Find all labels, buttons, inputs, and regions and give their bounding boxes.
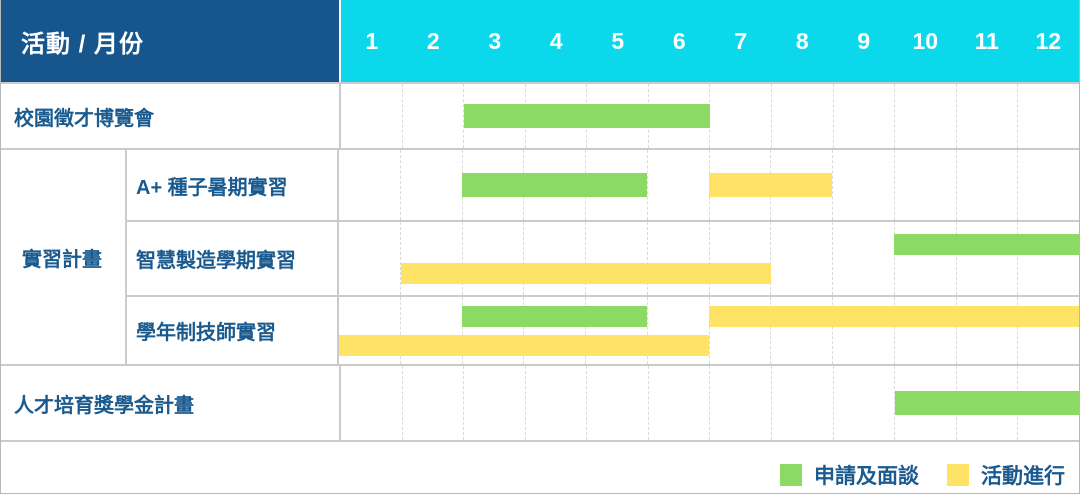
chart-track-smart-mfg-semester-internship	[339, 222, 1079, 295]
gantt-bar-apply	[464, 104, 710, 128]
month-cell	[1018, 150, 1079, 220]
header-row: 活動 / 月份 1 2 3 4 5 6 7 8 9 10 11 12	[1, 0, 1079, 82]
chart-track-career-fair	[341, 84, 1079, 148]
month-cell	[957, 222, 1019, 295]
month-cell	[771, 222, 833, 295]
month-cell	[464, 366, 526, 440]
month-label: 8	[795, 27, 809, 54]
month-cell	[772, 84, 834, 148]
month-cell	[957, 84, 1019, 148]
gantt-bar-active	[400, 262, 771, 284]
month-cell	[1018, 84, 1079, 148]
row-career-fair: 校園徵才博覽會	[1, 82, 1079, 148]
active-swatch-icon	[947, 463, 969, 486]
month-cell	[587, 366, 649, 440]
month-cell	[648, 297, 710, 364]
month-label: 9	[857, 27, 871, 54]
legend-label: 申請及面談	[814, 464, 919, 488]
group-label: 實習計畫	[1, 150, 127, 364]
month-label: 1	[365, 27, 379, 54]
month-label: 3	[488, 27, 502, 54]
row-scholarship-program: 人才培育獎學金計畫	[1, 364, 1079, 440]
month-cell	[339, 297, 401, 364]
month-label: 12	[1035, 27, 1062, 54]
month-cell	[710, 84, 773, 148]
month-cell	[463, 222, 525, 295]
row-label: 校園徵才博覽會	[1, 84, 341, 148]
month-cell	[526, 366, 588, 440]
gantt-bar-apply	[462, 173, 648, 197]
month-cell	[341, 84, 403, 148]
month-cell	[401, 150, 463, 220]
month-cell	[833, 297, 895, 364]
gantt-bar-active	[709, 173, 833, 197]
month-cell	[710, 366, 773, 440]
month-cell	[771, 297, 833, 364]
month-cell	[339, 150, 401, 220]
month-label: 5	[611, 27, 625, 54]
chart-track-scholarship-program	[341, 366, 1079, 440]
month-cell	[524, 297, 586, 364]
gantt-bar-apply	[894, 233, 1079, 255]
apply-swatch-icon	[780, 463, 802, 486]
month-cell	[895, 297, 957, 364]
month-cell	[833, 150, 895, 220]
month-cell	[403, 366, 465, 440]
month-cell	[401, 297, 463, 364]
month-cell	[524, 222, 586, 295]
legend: 申請及面談 活動進行	[1, 440, 1079, 493]
month-cell	[586, 222, 648, 295]
month-cell	[710, 222, 772, 295]
month-cell	[895, 150, 957, 220]
row-label: 人才培育獎學金計畫	[1, 366, 341, 440]
gantt-bar-apply	[462, 305, 648, 327]
chart-track-aplus-summer-internship	[339, 150, 1079, 220]
chart-track-academic-year-technician-internship	[339, 297, 1079, 364]
legend-item-active: 活動進行	[947, 460, 1065, 490]
gantt-bar-apply	[894, 391, 1079, 415]
month-cell	[341, 366, 403, 440]
row-academic-year-technician-internship: 學年制技師實習	[127, 295, 1079, 364]
month-header: 1 2 3 4 5 6 7 8 9 10 11 12	[341, 0, 1079, 82]
month-cell	[895, 84, 957, 148]
month-cell	[895, 222, 957, 295]
legend-item-apply: 申請及面談	[780, 460, 919, 490]
month-label: 4	[549, 27, 563, 54]
month-cell	[648, 222, 710, 295]
row-label: 學年制技師實習	[127, 297, 339, 364]
month-cell	[403, 84, 465, 148]
row-aplus-summer-internship: A+ 種子暑期實習	[127, 150, 1079, 220]
month-cell	[772, 366, 834, 440]
month-cell	[648, 150, 710, 220]
month-cell	[649, 366, 711, 440]
month-cell	[710, 297, 772, 364]
gantt-bar-active	[339, 334, 709, 356]
month-label: 6	[672, 27, 686, 54]
month-cell	[957, 297, 1019, 364]
row-smart-mfg-semester-internship: 智慧製造學期實習	[127, 220, 1079, 295]
month-label: 10	[912, 27, 939, 54]
group-internship-programs: 實習計畫 A+ 種子暑期實習 智慧製造學期實習 學年制技師實習	[1, 148, 1079, 364]
month-cell	[463, 297, 525, 364]
month-label: 7	[734, 27, 748, 54]
month-cell	[586, 297, 648, 364]
gantt-bar-active	[709, 305, 1079, 327]
month-cell	[401, 222, 463, 295]
month-cell	[957, 150, 1019, 220]
month-label: 2	[426, 27, 440, 54]
month-label: 11	[974, 27, 999, 54]
month-cell	[833, 222, 895, 295]
month-cell	[771, 150, 833, 220]
month-cell	[339, 222, 401, 295]
month-cell	[834, 366, 896, 440]
corner-header: 活動 / 月份	[1, 0, 341, 82]
legend-label: 活動進行	[981, 464, 1065, 488]
row-label: A+ 種子暑期實習	[127, 150, 339, 220]
month-cell	[834, 84, 896, 148]
row-label: 智慧製造學期實習	[127, 222, 339, 295]
